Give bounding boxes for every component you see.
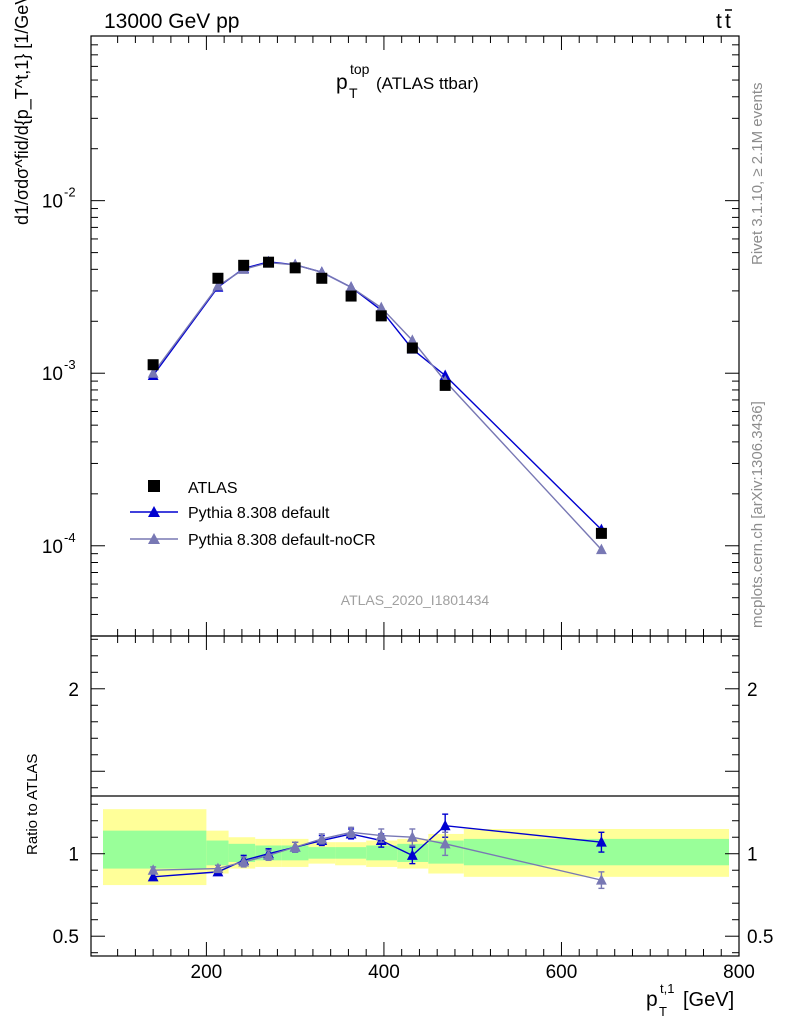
legend-marker-atlas — [148, 480, 160, 492]
title-sub: T — [349, 85, 358, 101]
data-point-atlas — [406, 342, 418, 354]
title-sup: top — [350, 61, 370, 77]
x-axis-label: p t,1 T [GeV] — [646, 981, 734, 1019]
ratio-point-nocr — [439, 837, 451, 849]
ratio-y-tick-label-right: 1 — [747, 845, 758, 866]
data-point-atlas — [316, 272, 328, 284]
x-tick-label: 600 — [546, 962, 578, 983]
data-point-atlas — [345, 290, 357, 302]
main-title: p top T (ATLAS ttbar) — [336, 61, 479, 101]
ratio-panel: 2 2 1 1 0.5 0.5 200 400 600 800 Ratio to ATLAS p … — [24, 635, 773, 1019]
data-point-atlas — [212, 272, 224, 284]
ratio-point-default — [596, 836, 607, 847]
y-tick-exponent: -4 — [64, 530, 76, 545]
ratio-point-nocr — [345, 826, 357, 837]
legend: ATLAS Pythia 8.308 default Pythia 8.308 … — [130, 480, 376, 549]
x-label-main: p — [646, 988, 658, 1011]
legend-label-nocr: Pythia 8.308 default-noCR — [188, 532, 376, 549]
x-tick-label: 200 — [191, 962, 223, 983]
ratio-y-tick-label-left: 2 — [68, 680, 79, 701]
y-tick-label: 10 — [42, 192, 63, 213]
data-point-atlas — [263, 256, 275, 268]
analysis-id: ATLAS_2020_I1801434 — [341, 592, 490, 608]
data-point-atlas — [147, 359, 159, 371]
ratio-frame — [90, 635, 740, 957]
y-axis-label: d1/σdσ^fid/d{p_T^t,1} [1/GeV] — [12, 0, 33, 225]
legend-marker-default — [148, 506, 160, 517]
legend-marker-nocr — [148, 533, 160, 544]
ratio-point-nocr — [238, 855, 250, 867]
process-main: t — [716, 10, 722, 33]
main-ticks: 10-210-310-4 — [42, 35, 740, 637]
y-tick-exponent: -3 — [64, 357, 76, 372]
y-tick-label: 10 — [42, 364, 63, 385]
data-point-nocr — [375, 301, 387, 313]
y-tick-exponent: -2 — [64, 185, 76, 200]
ratio-point-nocr — [596, 874, 607, 885]
ratio-point-nocr — [406, 831, 418, 842]
ratio-point-default — [439, 819, 451, 831]
beam-label: 13000 GeV pp — [104, 10, 239, 33]
ratio-point-nocr — [147, 864, 159, 875]
x-label-rest: [GeV] — [683, 989, 734, 1011]
title-rest: (ATLAS ttbar) — [376, 74, 479, 93]
data-point-nocr — [147, 367, 159, 378]
ratio-y-tick-label-left: 1 — [68, 845, 79, 866]
ratio-bands — [103, 809, 729, 886]
ratio-point-nocr — [212, 862, 224, 874]
y-axis-label-text: d1/σdσ^fid/d{p_T^t,1} [1/GeV] — [12, 0, 33, 225]
main-panel: 10-210-310-4 p top T (ATLAS ttbar) d1/σd… — [12, 0, 740, 637]
mcplots-reference: mcplots.cern.ch [arXiv:1306.3436] — [749, 401, 766, 628]
uncertainty-band-inner — [308, 847, 336, 859]
data-point-atlas — [439, 379, 451, 391]
data-point-atlas — [375, 310, 387, 322]
data-point-nocr — [212, 280, 224, 291]
process-bar: t — [725, 10, 731, 33]
data-point-nocr — [596, 543, 607, 555]
legend-label-default: Pythia 8.308 default — [188, 505, 330, 522]
uncertainty-band-inner — [228, 843, 256, 862]
ratio-data — [147, 813, 607, 890]
data-point-nocr — [406, 334, 418, 345]
legend-label-atlas: ATLAS — [188, 480, 238, 497]
ratio-ticks: 2 2 1 1 0.5 0.5 200 400 600 800 — [53, 636, 773, 983]
uncertainty-band-inner — [103, 830, 207, 869]
x-tick-label: 800 — [723, 962, 755, 983]
ratio-point-default — [147, 870, 159, 882]
ratio-point-nocr — [263, 849, 274, 860]
ratio-point-nocr — [316, 832, 328, 844]
uncertainty-band-inner — [366, 845, 398, 861]
ratio-point-nocr — [289, 841, 301, 852]
ratio-y-tick-label-left: 0.5 — [53, 927, 79, 948]
ratio-y-label: Ratio to ATLAS — [24, 754, 41, 855]
main-data — [147, 255, 607, 555]
ratio-point-nocr — [375, 829, 387, 841]
uncertainty-band-inner — [335, 847, 367, 859]
y-tick-label: 10 — [42, 537, 63, 558]
uncertainty-band-inner — [463, 838, 729, 866]
ratio-point-default — [406, 849, 418, 860]
data-point-atlas — [238, 259, 250, 271]
title-main: p — [336, 71, 348, 94]
process-label: t t — [716, 9, 732, 33]
x-label-sub: T — [659, 1004, 667, 1019]
x-tick-label: 400 — [368, 962, 400, 983]
data-point-atlas — [289, 262, 301, 274]
rivet-version: Rivet 3.1.10, ≥ 2.1M events — [749, 83, 766, 266]
data-point-atlas — [595, 527, 607, 539]
ratio-y-tick-label-right: 0.5 — [747, 927, 773, 948]
data-point-nocr — [345, 281, 357, 292]
uncertainty-band-inner — [206, 840, 229, 866]
x-label-sup: t,1 — [660, 981, 674, 996]
ratio-y-tick-label-right: 2 — [747, 680, 758, 701]
